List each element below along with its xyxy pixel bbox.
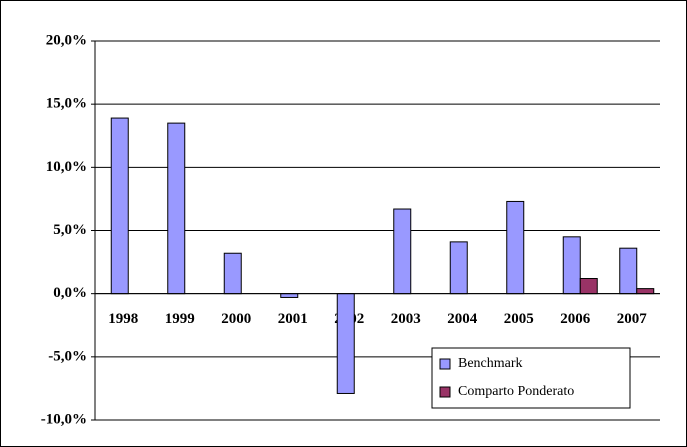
x-tick-label: 2007	[617, 311, 648, 327]
bar	[110, 117, 129, 295]
bar	[223, 252, 242, 295]
y-tick-label: -5,0%	[48, 348, 87, 364]
y-tick-label: 5,0%	[53, 222, 87, 238]
y-tick-label: 0,0%	[53, 285, 87, 301]
bar	[167, 122, 186, 295]
bar	[280, 293, 299, 298]
legend-label: Comparto Ponderato	[458, 384, 574, 399]
x-tick-label: 2006	[560, 311, 591, 327]
y-tick-label: -10,0%	[41, 411, 87, 427]
bar	[449, 241, 468, 295]
x-tick-label: 2001	[278, 311, 308, 327]
x-tick-label: 1998	[108, 311, 138, 327]
x-tick-label: 1999	[165, 311, 195, 327]
y-tick-label: 20,0%	[46, 32, 87, 48]
x-tick-label: 2005	[504, 311, 534, 327]
y-tick-label: 10,0%	[46, 159, 87, 175]
y-tick-label: 15,0%	[46, 96, 87, 112]
x-tick-label: 2000	[221, 311, 251, 327]
bar	[336, 293, 355, 394]
x-tick-label: 2003	[391, 311, 421, 327]
bar	[619, 247, 638, 295]
legend-swatch	[439, 386, 451, 398]
legend-swatch	[439, 358, 451, 370]
bar	[636, 288, 655, 295]
bar	[393, 208, 412, 295]
x-tick-label: 2004	[447, 311, 478, 327]
bar	[579, 278, 598, 295]
bar	[506, 200, 525, 295]
bar	[562, 236, 581, 295]
legend-box	[431, 347, 631, 409]
legend-label: Benchmark	[458, 356, 523, 371]
